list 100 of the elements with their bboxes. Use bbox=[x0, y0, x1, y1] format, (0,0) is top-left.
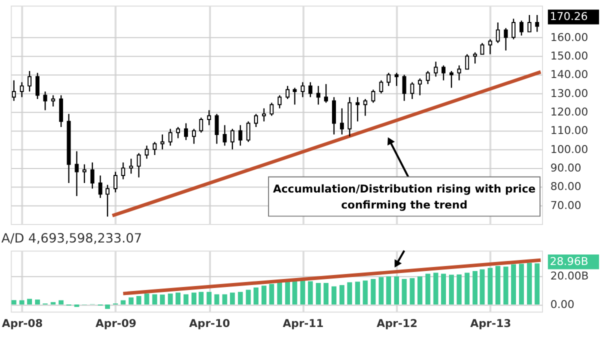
bar bbox=[339, 285, 344, 305]
x-tick-label: Apr-13 bbox=[470, 316, 512, 330]
bar bbox=[456, 274, 462, 305]
bar bbox=[168, 294, 173, 305]
candlestick bbox=[43, 90, 48, 111]
candlestick bbox=[386, 72, 391, 87]
candlestick bbox=[418, 78, 422, 96]
candlestick bbox=[262, 108, 266, 122]
bar bbox=[503, 266, 508, 305]
candlestick bbox=[136, 152, 141, 178]
y-tick-label: 120.00 bbox=[550, 106, 588, 119]
y-tick-label: 0.00 bbox=[550, 298, 575, 311]
bar bbox=[355, 282, 360, 305]
bar bbox=[176, 292, 181, 305]
bar bbox=[262, 286, 266, 305]
candlestick bbox=[316, 85, 320, 106]
bar bbox=[230, 292, 235, 305]
x-tick-label: Apr-11 bbox=[282, 316, 324, 330]
text: 170.26 bbox=[550, 10, 588, 23]
bar bbox=[19, 300, 24, 305]
bar bbox=[519, 264, 524, 305]
bar bbox=[206, 292, 212, 305]
bar bbox=[152, 294, 158, 305]
bar bbox=[449, 274, 454, 305]
bar bbox=[370, 278, 376, 305]
candlestick bbox=[410, 82, 414, 100]
bar bbox=[402, 278, 407, 305]
candlestick bbox=[300, 82, 305, 98]
candlestick bbox=[214, 113, 219, 144]
candlestick bbox=[308, 82, 312, 98]
candlestick bbox=[207, 110, 212, 126]
candlestick bbox=[356, 96, 360, 122]
candlestick bbox=[230, 128, 234, 150]
candlestick bbox=[324, 83, 328, 104]
candlestick bbox=[20, 82, 24, 98]
candlestick bbox=[488, 38, 492, 55]
bar bbox=[417, 276, 422, 305]
bar bbox=[198, 292, 204, 305]
candlestick bbox=[379, 80, 384, 94]
bar bbox=[254, 287, 258, 305]
bar bbox=[160, 294, 165, 305]
candlestick bbox=[340, 108, 344, 136]
bar bbox=[308, 281, 313, 305]
bar bbox=[441, 274, 446, 305]
candlestick bbox=[473, 52, 478, 64]
candlestick bbox=[363, 98, 368, 116]
candlestick bbox=[512, 18, 516, 40]
candlestick bbox=[36, 72, 40, 100]
candlestick bbox=[176, 126, 180, 139]
y-tick-label: 110.00 bbox=[550, 124, 588, 138]
x-tick-label: Apr-08 bbox=[2, 316, 43, 330]
candlestick bbox=[199, 117, 204, 134]
y-tick-label: 150.00 bbox=[550, 50, 588, 63]
candlestick bbox=[520, 20, 524, 36]
y-tick-label: 100.00 bbox=[550, 142, 588, 156]
candlestick bbox=[496, 22, 500, 44]
bar bbox=[394, 276, 400, 305]
candlestick bbox=[121, 162, 126, 180]
candlestick bbox=[184, 122, 188, 141]
bar bbox=[238, 292, 243, 305]
y-tick-label: 90.00 bbox=[550, 162, 582, 174]
candlestick bbox=[504, 27, 508, 52]
candlestick bbox=[74, 150, 79, 197]
bar bbox=[316, 282, 321, 305]
bar bbox=[511, 264, 516, 305]
bar bbox=[184, 294, 188, 305]
candlestick bbox=[402, 74, 406, 102]
candlestick bbox=[238, 124, 242, 146]
candlestick bbox=[106, 184, 110, 218]
candlestick bbox=[59, 94, 64, 128]
bar bbox=[136, 296, 142, 305]
candlestick bbox=[434, 61, 438, 78]
candlestick bbox=[144, 145, 149, 160]
bar bbox=[433, 272, 438, 305]
bar bbox=[120, 300, 126, 305]
candlestick bbox=[90, 162, 94, 190]
candlestick bbox=[152, 141, 157, 156]
x-tick-label: Apr-09 bbox=[95, 316, 136, 330]
bar bbox=[11, 300, 16, 305]
candlestick bbox=[129, 158, 134, 174]
candlestick bbox=[254, 113, 258, 128]
candlestick bbox=[51, 94, 56, 108]
candlestick bbox=[449, 70, 454, 88]
bar bbox=[332, 286, 336, 305]
bar bbox=[347, 282, 352, 305]
bar bbox=[277, 282, 282, 305]
bar bbox=[35, 300, 40, 305]
y-tick-label: 70.00 bbox=[550, 198, 582, 212]
candlestick bbox=[160, 134, 164, 150]
candlestick bbox=[222, 124, 227, 146]
bar bbox=[58, 300, 64, 305]
bar bbox=[324, 282, 328, 305]
text: 28.96B bbox=[550, 254, 588, 268]
candlestick bbox=[28, 70, 32, 92]
candlestick bbox=[82, 164, 86, 184]
candlestick bbox=[98, 174, 102, 199]
bar bbox=[292, 281, 298, 305]
y-tick-label: 140.00 bbox=[550, 68, 588, 82]
bar bbox=[386, 276, 392, 305]
bar bbox=[472, 271, 478, 305]
